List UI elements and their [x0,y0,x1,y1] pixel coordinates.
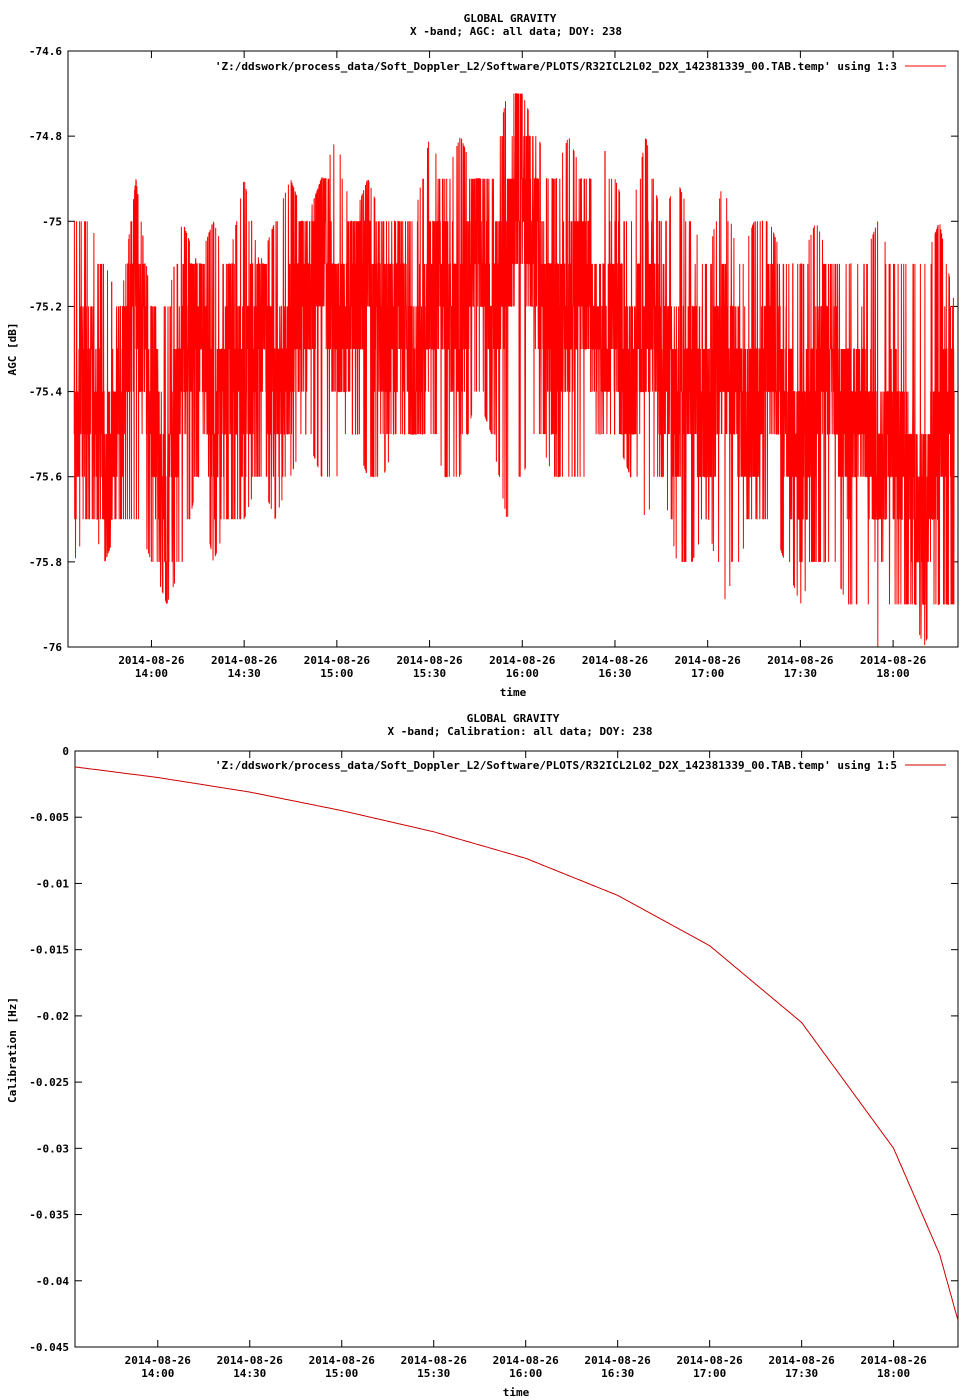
chart1-xtick-time: 16:30 [598,667,631,680]
chart1-ytick-label: -75.6 [29,471,62,484]
chart2-ytick-label: -0.04 [36,1275,69,1288]
chart1-xtick-date: 2014-08-26 [396,654,463,667]
chart2-subtitle: X -band; Calibration: all data; DOY: 238 [388,725,653,738]
chart2-xtick-time: 16:00 [509,1367,542,1380]
chart1-title: GLOBAL GRAVITY [464,12,557,25]
chart2-xtick-date: 2014-08-26 [769,1354,836,1367]
chart2-ytick-label: -0.025 [29,1076,69,1089]
chart1-ytick-label: -75 [42,215,62,228]
chart1-xtick-date: 2014-08-26 [304,654,371,667]
chart2-series-calibration [74,766,959,1321]
chart1-ytick-label: -74.8 [29,130,62,143]
chart1-plot-frame [67,50,959,648]
chart1-ytick-label: -75.8 [29,556,62,569]
chart1-xtick-date: 2014-08-26 [582,654,649,667]
chart2-xtick-date: 2014-08-26 [677,1354,744,1367]
chart1-ytick-label: -75.2 [29,300,62,313]
chart1-xtick-time: 15:30 [413,667,446,680]
chart1-xtick-date: 2014-08-26 [860,654,927,667]
chart2-ylabel: Calibration [Hz] [6,997,19,1103]
chart1-xtick-date: 2014-08-26 [767,654,834,667]
chart1-xtick-time: 16:00 [506,667,539,680]
chart1-xtick-date: 2014-08-26 [118,654,185,667]
chart2-ytick-label: -0.02 [36,1010,69,1023]
chart2-xtick-time: 16:30 [601,1367,634,1380]
chart2-ytick-label: -0.045 [29,1341,69,1354]
chart1-xtick-time: 17:30 [784,667,817,680]
chart1-xtick-time: 18:00 [877,667,910,680]
chart2-xtick-date: 2014-08-26 [493,1354,560,1367]
chart1-xtick-date: 2014-08-26 [675,654,742,667]
chart1-xtick-time: 15:00 [320,667,353,680]
chart1-subtitle: X -band; AGC: all data; DOY: 238 [410,25,622,38]
chart2-xtick-time: 17:30 [785,1367,818,1380]
chart2-ytick-label: -0.015 [29,944,69,957]
chart2-xtick-date: 2014-08-26 [585,1354,652,1367]
chart2-xtick-date: 2014-08-26 [860,1354,927,1367]
chart2-plot-frame [74,750,959,1348]
chart2-legend-label: 'Z:/ddswork/process_data/Soft_Doppler_L2… [215,759,897,772]
calibration-chart: GLOBAL GRAVITY X -band; Calibration: all… [6,712,959,1399]
chart1-xtick-time: 14:30 [228,667,261,680]
chart2-ytick-label: -0.035 [29,1209,69,1222]
chart2-xtick-time: 15:00 [325,1367,358,1380]
chart1-ylabel: AGC [dB] [6,323,19,376]
chart1-xtick-date: 2014-08-26 [211,654,278,667]
chart1-xlabel: time [500,686,527,699]
chart2-xtick-date: 2014-08-26 [217,1354,284,1367]
chart2-xtick-date: 2014-08-26 [401,1354,468,1367]
chart2-xtick-time: 17:00 [693,1367,726,1380]
chart1-xtick-time: 17:00 [691,667,724,680]
chart2-ytick-label: -0.01 [36,877,69,890]
chart1-xtick-time: 14:00 [135,667,168,680]
chart1-ytick-label: -76 [42,641,62,654]
chart2-xtick-time: 18:00 [877,1367,910,1380]
chart1-legend-label: 'Z:/ddswork/process_data/Soft_Doppler_L2… [215,60,897,73]
chart1-xtick-date: 2014-08-26 [489,654,556,667]
chart2-ytick-label: -0.005 [29,811,69,824]
chart2-xlabel: time [503,1386,530,1399]
chart2-xtick-time: 15:30 [417,1367,450,1380]
chart2-xtick-time: 14:30 [233,1367,266,1380]
agc-chart: GLOBAL GRAVITY X -band; AGC: all data; D… [6,12,959,699]
chart2-xtick-time: 14:00 [141,1367,174,1380]
chart1-series-agc [73,93,955,647]
chart2-ytick-label: -0.03 [36,1142,69,1155]
chart1-ytick-label: -74.6 [29,45,62,58]
chart2-xtick-date: 2014-08-26 [309,1354,376,1367]
chart2-ytick-label: 0 [62,745,69,758]
chart2-xtick-date: 2014-08-26 [125,1354,192,1367]
chart2-title: GLOBAL GRAVITY [467,712,560,725]
chart1-ytick-label: -75.4 [29,386,62,399]
